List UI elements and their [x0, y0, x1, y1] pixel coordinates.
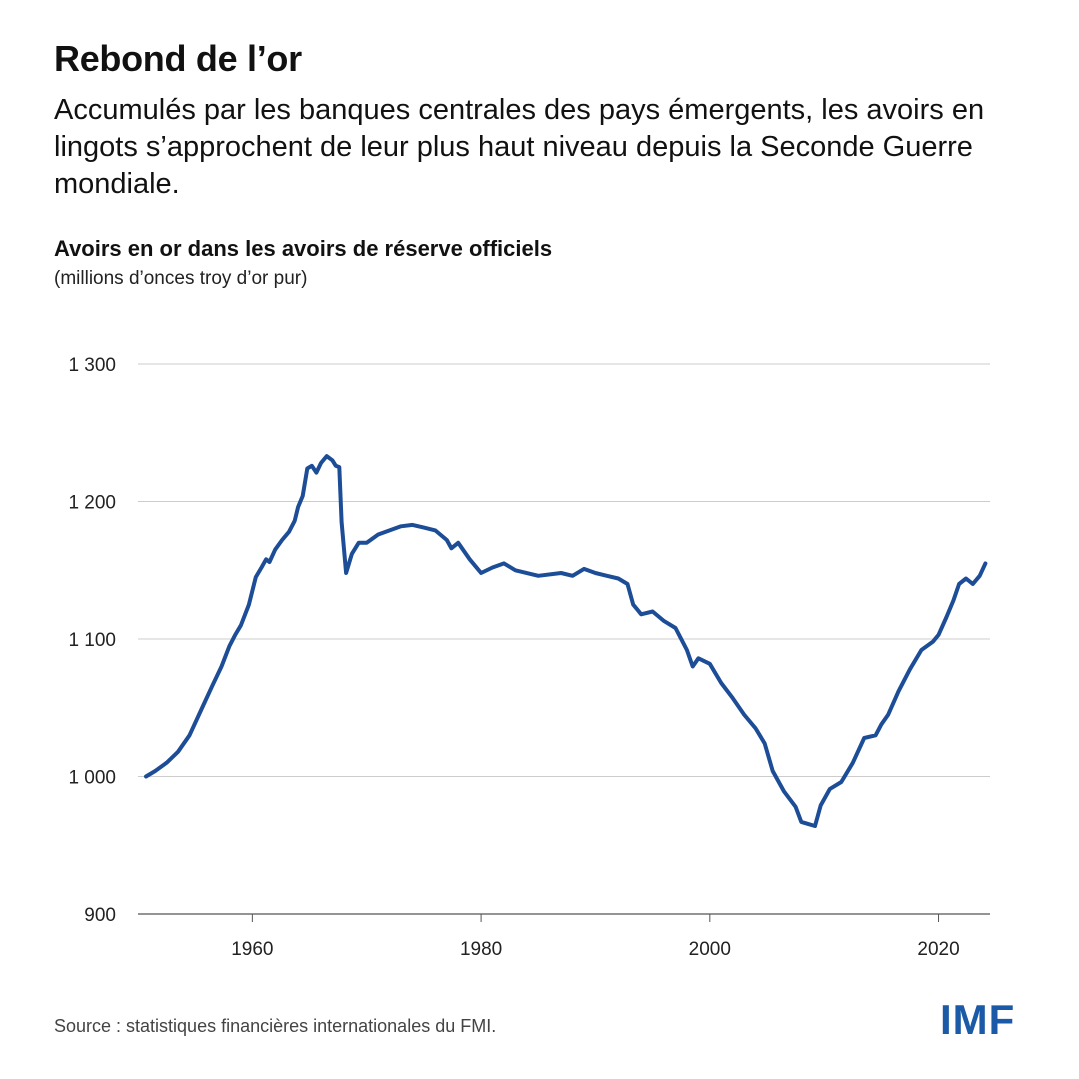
x-tick-label: 2000 — [689, 939, 731, 960]
imf-logo: IMF — [940, 996, 1016, 1043]
page-subtitle: Accumulés par les banques centrales des … — [54, 94, 985, 200]
gridlines — [138, 363, 990, 915]
y-tick-label: 900 — [84, 905, 116, 926]
line-chart: 900 1 000 1 100 1 200 1 300 1960 1980 2000 2020 — [68, 355, 990, 960]
series-group — [144, 454, 988, 828]
page-title: Rebond de l’or — [54, 38, 302, 79]
x-tick-label: 1960 — [231, 939, 273, 960]
y-axis-ticks: 900 1 000 1 100 1 200 1 300 — [68, 355, 116, 926]
x-tick-label: 1980 — [460, 939, 502, 960]
series-line-0 — [144, 454, 988, 828]
x-axis-ticks: 1960 1980 2000 2020 — [231, 914, 960, 960]
chart-unit-label: (millions d’onces troy d’or pur) — [54, 268, 308, 289]
y-tick-label: 1 000 — [68, 768, 116, 789]
y-tick-label: 1 100 — [68, 630, 116, 651]
x-tick-label: 2020 — [917, 939, 959, 960]
chart-title: Avoirs en or dans les avoirs de réserve … — [54, 236, 553, 261]
source-note: Source : statistiques financières intern… — [54, 1016, 497, 1036]
y-tick-label: 1 200 — [68, 493, 116, 514]
y-tick-label: 1 300 — [68, 355, 116, 376]
